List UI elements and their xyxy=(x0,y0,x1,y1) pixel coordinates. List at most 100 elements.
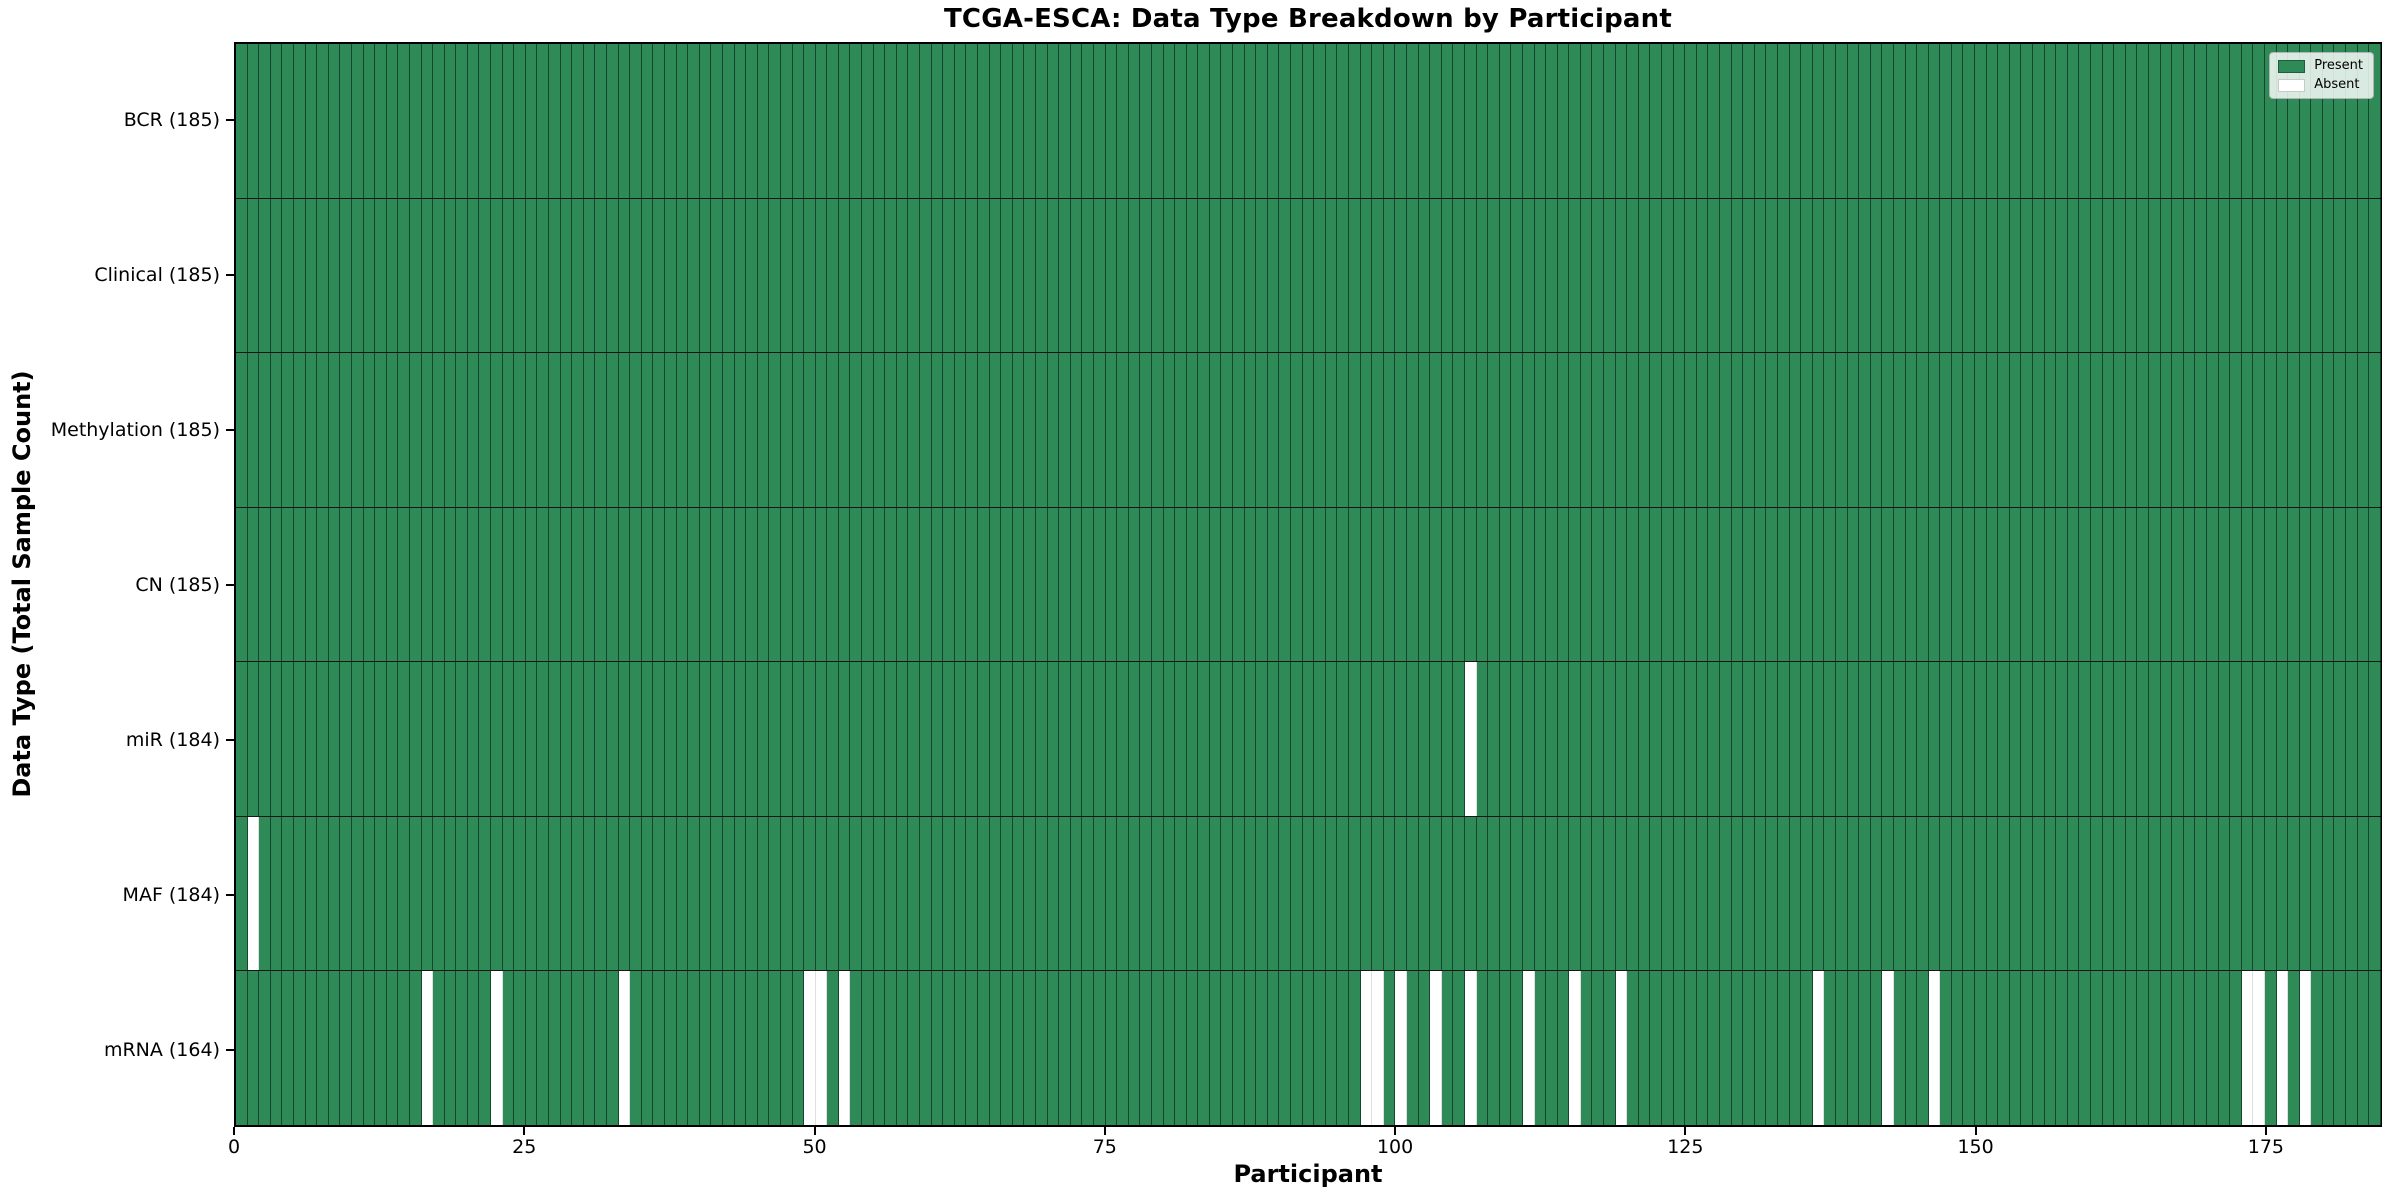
heatmap-cell xyxy=(2079,198,2091,353)
heatmap-cell xyxy=(351,816,364,971)
heatmap-cell xyxy=(641,198,654,353)
heatmap-cell xyxy=(1349,507,1361,662)
heatmap-cell xyxy=(1256,353,1268,507)
heatmap-cell xyxy=(1766,971,1778,1126)
heatmap-cell xyxy=(873,198,886,353)
heatmap-cell xyxy=(1035,971,1048,1126)
heatmap-cell xyxy=(583,507,596,662)
heatmap-cell xyxy=(1140,971,1152,1126)
heatmap-cell xyxy=(2357,507,2370,662)
heatmap-cell xyxy=(1557,353,1570,507)
heatmap-cell xyxy=(1105,507,1118,662)
heatmap-cell xyxy=(1882,353,1894,507)
heatmap-cell xyxy=(2137,816,2149,971)
heatmap-cell xyxy=(1418,353,1431,507)
heatmap-cell xyxy=(1186,353,1199,507)
heatmap-cell xyxy=(862,816,874,971)
heatmap-cell xyxy=(1986,507,1999,662)
heatmap-cell xyxy=(1998,662,2010,816)
heatmap-cell xyxy=(1824,353,1836,507)
heatmap-cell xyxy=(514,816,526,971)
heatmap-cell xyxy=(375,971,387,1126)
heatmap-cell xyxy=(583,198,596,353)
heatmap-cell xyxy=(2206,816,2219,971)
y-tick-label-Clinical: Clinical (185) xyxy=(94,263,220,286)
heatmap-cell xyxy=(630,816,642,971)
heatmap-cell xyxy=(2369,662,2381,816)
heatmap-cell xyxy=(1430,816,1442,971)
heatmap-cell xyxy=(1766,662,1778,816)
heatmap-cell xyxy=(259,44,271,198)
heatmap-cell xyxy=(1360,816,1373,971)
heatmap-cell xyxy=(1233,816,1245,971)
heatmap-cell xyxy=(1349,44,1361,198)
heatmap-cell xyxy=(1859,816,1871,971)
heatmap-cell xyxy=(1488,662,1500,816)
heatmap-cell xyxy=(1685,44,1697,198)
heatmap-cell xyxy=(711,44,723,198)
heatmap-cell xyxy=(2288,971,2300,1126)
heatmap-cell xyxy=(1986,816,1999,971)
heatmap-cell xyxy=(1754,44,1767,198)
heatmap-cell xyxy=(2264,971,2277,1126)
heatmap-cell xyxy=(989,971,1002,1126)
heatmap-cell xyxy=(1882,198,1894,353)
heatmap-cell xyxy=(1893,507,1906,662)
heatmap-cell xyxy=(444,353,457,507)
heatmap-cell xyxy=(1035,816,1048,971)
heatmap-cell xyxy=(1812,507,1825,662)
heatmap-cell xyxy=(1940,198,1952,353)
heatmap-cell xyxy=(467,971,480,1126)
heatmap-cell xyxy=(885,662,897,816)
heatmap-cell xyxy=(2102,816,2115,971)
heatmap-cell xyxy=(2276,971,2289,1126)
heatmap-cell xyxy=(1998,971,2010,1126)
heatmap-cell xyxy=(1534,816,1547,971)
heatmap-row-BCR xyxy=(236,44,2381,199)
heatmap-cell xyxy=(1209,662,1222,816)
heatmap-cell xyxy=(1256,816,1268,971)
heatmap-cell xyxy=(734,507,747,662)
heatmap-cell xyxy=(1233,971,1245,1126)
heatmap-cell xyxy=(653,507,665,662)
heatmap-cell xyxy=(1801,507,1813,662)
x-tick-label-75: 75 xyxy=(1092,1136,1117,1158)
heatmap-cell xyxy=(1893,44,1906,198)
heatmap-cell xyxy=(2009,353,2022,507)
heatmap-cell xyxy=(1059,44,1071,198)
heatmap-cell xyxy=(1244,507,1257,662)
heatmap-cell xyxy=(1314,44,1326,198)
heatmap-cell xyxy=(1835,662,1848,816)
heatmap-cell xyxy=(1070,353,1083,507)
heatmap-cell xyxy=(1812,662,1825,816)
heatmap-cell xyxy=(1812,816,1825,971)
heatmap-cell xyxy=(2299,353,2312,507)
heatmap-cell xyxy=(421,44,434,198)
heatmap-cell xyxy=(641,971,654,1126)
heatmap-cell xyxy=(467,507,480,662)
heatmap-cell xyxy=(1975,353,1987,507)
heatmap-cell xyxy=(1511,816,1523,971)
heatmap-cell xyxy=(1650,353,1663,507)
heatmap-cell xyxy=(1940,971,1952,1126)
heatmap-cell xyxy=(1186,816,1199,971)
heatmap-cell xyxy=(1337,507,1349,662)
heatmap-cell xyxy=(2172,507,2184,662)
heatmap-cell xyxy=(1395,662,1407,816)
heatmap-cell xyxy=(1824,198,1836,353)
heatmap-cell xyxy=(966,198,978,353)
heatmap-cell xyxy=(792,971,805,1126)
heatmap-cell xyxy=(1522,507,1535,662)
heatmap-cell xyxy=(1650,198,1663,353)
heatmap-cell xyxy=(722,662,735,816)
heatmap-cell xyxy=(317,662,329,816)
heatmap-cell xyxy=(2044,971,2057,1126)
heatmap-cell xyxy=(2137,507,2149,662)
heatmap-cell xyxy=(1546,816,1558,971)
heatmap-cell xyxy=(734,44,747,198)
heatmap-cell xyxy=(1198,44,1210,198)
heatmap-row-Clinical xyxy=(236,198,2381,354)
heatmap-cell xyxy=(1070,662,1083,816)
heatmap-cell xyxy=(1975,507,1987,662)
legend: Present Absent xyxy=(2269,52,2374,99)
